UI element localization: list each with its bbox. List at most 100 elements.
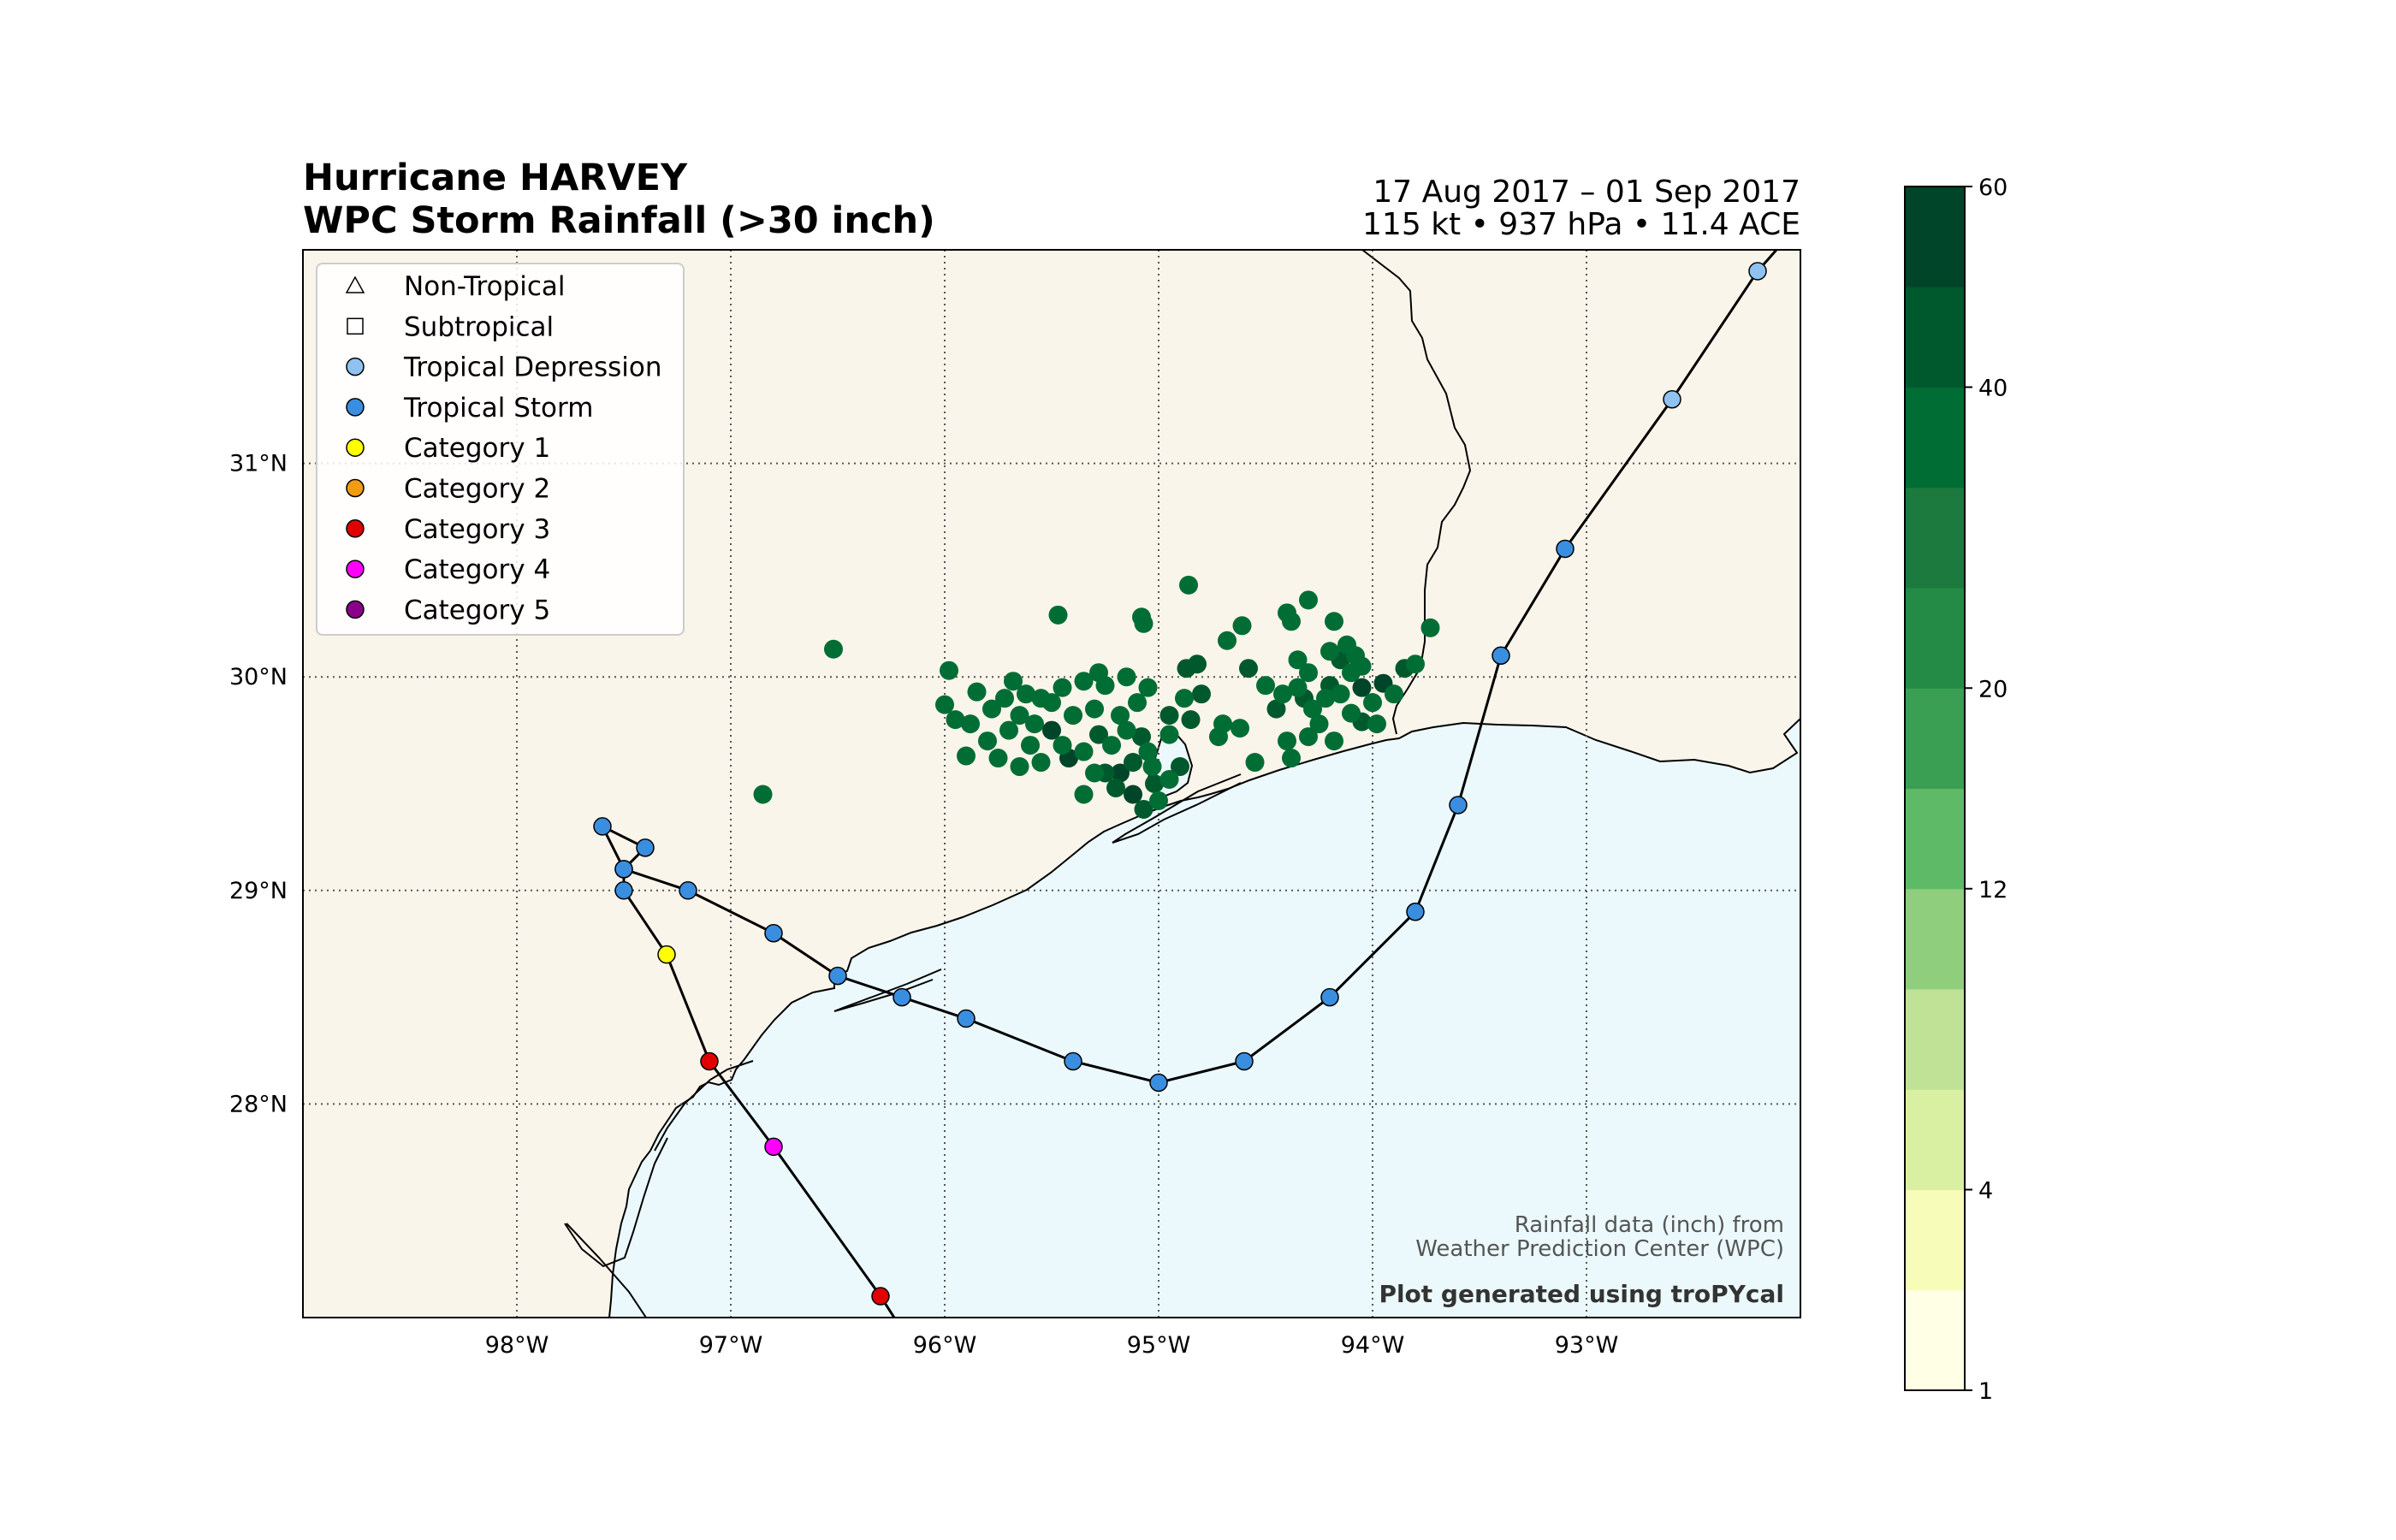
rainfall-point (1142, 757, 1162, 777)
track-point (700, 1051, 719, 1071)
rainfall-point (1273, 684, 1292, 704)
rainfall-point (1021, 736, 1040, 755)
rainfall-point (1004, 672, 1023, 691)
lon-tick-label: 97°W (699, 1332, 763, 1359)
category-marker-icon (346, 600, 365, 619)
rainfall-point (1048, 605, 1068, 625)
category-marker-icon (346, 398, 365, 417)
rainfall-point (1278, 732, 1296, 751)
rainfall-point (1385, 684, 1403, 704)
rainfall-point (982, 699, 1001, 719)
colorbar-segment (1905, 1089, 1965, 1190)
rainfall-point (999, 720, 1018, 740)
rainfall-point (1266, 699, 1286, 719)
rainfall-point (1245, 753, 1265, 773)
rainfall-point (753, 785, 773, 804)
rainfall-point (1031, 753, 1051, 773)
rainfall-point (967, 682, 987, 702)
colorbar-tick-label: 12 (1978, 877, 2008, 903)
legend-item-label: Category 3 (404, 514, 550, 545)
rainfall-point (1010, 757, 1029, 777)
data-source-line1: Rainfall data (inch) from (1515, 1212, 1784, 1238)
data-source-line2: Weather Prediction Center (WPC) (1415, 1236, 1784, 1262)
rainfall-point (978, 732, 997, 751)
rainfall-point (935, 695, 954, 714)
category-marker-icon (346, 438, 365, 457)
rainfall-point (1159, 770, 1179, 790)
rainfall-point (995, 689, 1014, 708)
lat-tick-label: 31°N (229, 451, 288, 477)
track-point (1235, 1051, 1254, 1071)
colorbar-segment (1905, 487, 1965, 589)
ocean-area (609, 719, 1800, 1318)
rainfall-point (940, 660, 958, 680)
track-line (599, 270, 1759, 1297)
colorbar-segment (1905, 1289, 1965, 1391)
lon-tick-label: 93°W (1555, 1332, 1619, 1359)
legend-item-label: Category 5 (404, 595, 550, 625)
rainfall-point (1171, 757, 1189, 777)
axis-labels: 98°W 97°W 96°W 95°W 94°W 93°W 28°N 29°N 30°N 31°N (229, 451, 1618, 1359)
rainfall-point (1325, 612, 1343, 631)
rainfall-point (1124, 785, 1142, 804)
track-point (828, 966, 847, 986)
lon-tick-label: 98°W (485, 1332, 549, 1359)
track-point (1064, 1051, 1082, 1071)
rainfall-point (1177, 659, 1196, 678)
category-marker-icon (346, 519, 365, 538)
rainfall-point (1128, 693, 1147, 713)
track-point (679, 881, 697, 900)
barrier-island (1112, 773, 1242, 844)
legend-item-label: Subtropical (404, 311, 554, 342)
coastline (564, 250, 1800, 1318)
colorbar-segment (1905, 888, 1965, 990)
colorbar-segment (1905, 1189, 1965, 1291)
track-point (1449, 796, 1468, 814)
rainfall-point (1111, 706, 1130, 726)
rainfall-point (1053, 678, 1072, 697)
rainfall-point (1138, 742, 1158, 761)
rainfall-point (957, 746, 976, 766)
track-point (764, 1137, 783, 1157)
colorbar-frame (1904, 186, 1966, 1391)
rainfall-point (1209, 727, 1228, 747)
track-point (657, 945, 676, 964)
rainfall-point (1053, 736, 1072, 755)
rainfall-point (1145, 774, 1164, 793)
rainfall-point (1138, 678, 1158, 697)
rainfall-point (1175, 689, 1194, 708)
legend-item-label: Non-Tropical (404, 271, 566, 302)
rainfall-point (1179, 575, 1198, 595)
legend-item-label: Category 2 (404, 474, 550, 505)
corpus-christi-shore (654, 1060, 754, 1152)
rainfall-point (1074, 742, 1094, 761)
rainfall-point (1282, 612, 1301, 631)
track-point (871, 1287, 890, 1306)
laguna-shore (564, 1137, 668, 1268)
non-tropical-triangle-icon (345, 275, 365, 293)
rainfall-point (1010, 706, 1029, 726)
rainfall-point (1117, 720, 1136, 740)
rainfall-point (1085, 763, 1104, 783)
rainfall-point (1074, 672, 1094, 691)
map-title-line1: Hurricane HARVEY (303, 157, 688, 199)
rainfall-point (1064, 706, 1082, 726)
category-marker-icon (346, 478, 365, 498)
rainfall-point (1159, 725, 1179, 744)
rainfall-point (1117, 667, 1136, 687)
rainfall-point (1299, 590, 1318, 610)
colorbar-segment (1905, 387, 1965, 489)
colorbar-segment (1905, 287, 1965, 388)
lon-tick-label: 96°W (913, 1332, 977, 1359)
track-point (1149, 1073, 1168, 1093)
rainfall-point (946, 710, 965, 730)
rainfall-point (1124, 753, 1142, 773)
rainfall-point (1017, 684, 1035, 704)
rainfall-point (961, 714, 980, 734)
rainfall-point (1352, 656, 1372, 676)
rainfall-point (824, 639, 843, 659)
colorbar-tick-label: 60 (1978, 175, 2008, 201)
rainfall-point (1192, 684, 1211, 704)
rainfall-point (1074, 785, 1094, 804)
storm-dates: 17 Aug 2017 – 01 Sep 2017 (1373, 175, 1800, 210)
